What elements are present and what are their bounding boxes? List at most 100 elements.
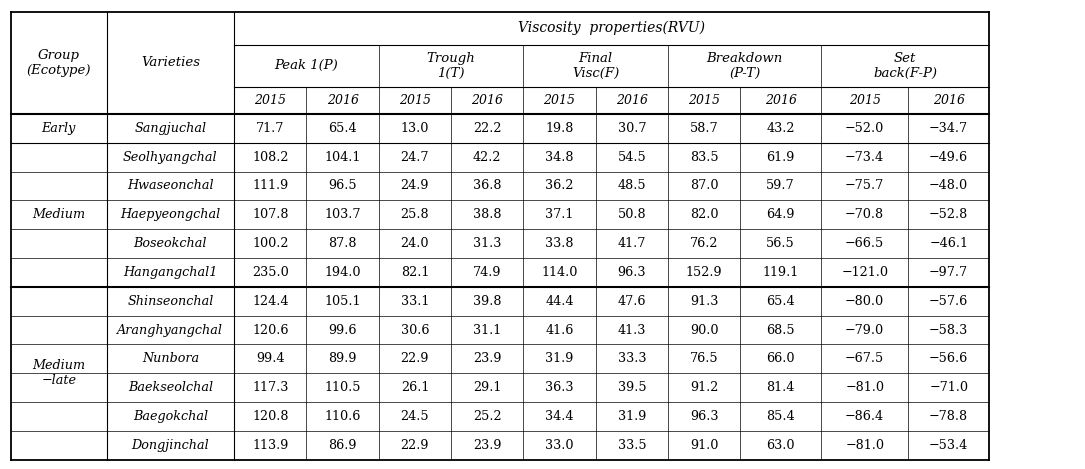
Text: 194.0: 194.0 bbox=[324, 266, 361, 279]
Text: 235.0: 235.0 bbox=[252, 266, 289, 279]
Text: 2015: 2015 bbox=[544, 94, 575, 107]
Text: 38.8: 38.8 bbox=[473, 208, 501, 221]
Text: −97.7: −97.7 bbox=[929, 266, 968, 279]
Text: Seolhyangchal: Seolhyangchal bbox=[123, 151, 218, 164]
Text: 29.1: 29.1 bbox=[473, 381, 501, 394]
Text: 114.0: 114.0 bbox=[541, 266, 577, 279]
Text: 33.3: 33.3 bbox=[617, 352, 646, 365]
Text: 2016: 2016 bbox=[327, 94, 359, 107]
Text: 96.5: 96.5 bbox=[329, 180, 357, 192]
Text: −52.8: −52.8 bbox=[929, 208, 968, 221]
Text: −58.3: −58.3 bbox=[929, 324, 968, 337]
Text: 31.1: 31.1 bbox=[473, 324, 501, 337]
Text: 31.9: 31.9 bbox=[546, 352, 574, 365]
Text: Set
back(F-P): Set back(F-P) bbox=[873, 52, 937, 80]
Text: Boseokchal: Boseokchal bbox=[133, 237, 207, 250]
Text: 24.9: 24.9 bbox=[400, 180, 430, 192]
Text: 108.2: 108.2 bbox=[252, 151, 289, 164]
Text: 24.0: 24.0 bbox=[400, 237, 430, 250]
Text: 19.8: 19.8 bbox=[546, 122, 574, 135]
Text: Varieties: Varieties bbox=[141, 56, 200, 69]
Text: 82.0: 82.0 bbox=[690, 208, 718, 221]
Text: 24.5: 24.5 bbox=[400, 410, 430, 423]
Text: 30.6: 30.6 bbox=[400, 324, 430, 337]
Text: 47.6: 47.6 bbox=[617, 295, 646, 308]
Text: Medium
−late: Medium −late bbox=[33, 359, 86, 387]
Text: 36.2: 36.2 bbox=[546, 180, 574, 192]
Text: 71.7: 71.7 bbox=[256, 122, 284, 135]
Text: 90.0: 90.0 bbox=[690, 324, 718, 337]
Text: 59.7: 59.7 bbox=[766, 180, 795, 192]
Text: 2015: 2015 bbox=[254, 94, 286, 107]
Text: −71.0: −71.0 bbox=[929, 381, 968, 394]
Text: 48.5: 48.5 bbox=[617, 180, 647, 192]
Text: 41.6: 41.6 bbox=[546, 324, 574, 337]
Text: −79.0: −79.0 bbox=[845, 324, 884, 337]
Text: Baegokchal: Baegokchal bbox=[132, 410, 208, 423]
Text: −81.0: −81.0 bbox=[845, 439, 884, 452]
Text: 81.4: 81.4 bbox=[766, 381, 795, 394]
Text: 22.9: 22.9 bbox=[400, 439, 430, 452]
Text: 63.0: 63.0 bbox=[766, 439, 795, 452]
Text: 2016: 2016 bbox=[765, 94, 796, 107]
Text: 56.5: 56.5 bbox=[766, 237, 795, 250]
Text: 36.3: 36.3 bbox=[546, 381, 574, 394]
Text: 33.0: 33.0 bbox=[546, 439, 574, 452]
Text: 22.9: 22.9 bbox=[400, 352, 430, 365]
Text: 91.2: 91.2 bbox=[690, 381, 718, 394]
Text: 39.5: 39.5 bbox=[617, 381, 647, 394]
Text: 105.1: 105.1 bbox=[324, 295, 361, 308]
Text: Baekseolchal: Baekseolchal bbox=[128, 381, 213, 394]
Text: 25.2: 25.2 bbox=[473, 410, 501, 423]
Text: 33.5: 33.5 bbox=[617, 439, 647, 452]
Text: 82.1: 82.1 bbox=[400, 266, 429, 279]
Text: 61.9: 61.9 bbox=[766, 151, 795, 164]
Text: 39.8: 39.8 bbox=[473, 295, 501, 308]
Text: −75.7: −75.7 bbox=[845, 180, 884, 192]
Text: 120.6: 120.6 bbox=[252, 324, 289, 337]
Text: 2016: 2016 bbox=[933, 94, 965, 107]
Text: 86.9: 86.9 bbox=[329, 439, 357, 452]
Text: 58.7: 58.7 bbox=[690, 122, 718, 135]
Text: 110.6: 110.6 bbox=[324, 410, 361, 423]
Text: Group
(Ecotype): Group (Ecotype) bbox=[26, 49, 91, 77]
Text: 103.7: 103.7 bbox=[324, 208, 361, 221]
Text: 107.8: 107.8 bbox=[252, 208, 289, 221]
Text: 2016: 2016 bbox=[616, 94, 648, 107]
Text: 41.7: 41.7 bbox=[617, 237, 646, 250]
Text: Nunbora: Nunbora bbox=[142, 352, 199, 365]
Text: 124.4: 124.4 bbox=[252, 295, 289, 308]
Text: −78.8: −78.8 bbox=[929, 410, 968, 423]
Text: 33.8: 33.8 bbox=[546, 237, 574, 250]
Text: 83.5: 83.5 bbox=[690, 151, 718, 164]
Text: 54.5: 54.5 bbox=[617, 151, 647, 164]
Text: 41.3: 41.3 bbox=[617, 324, 646, 337]
Text: 119.1: 119.1 bbox=[763, 266, 799, 279]
Text: 152.9: 152.9 bbox=[686, 266, 723, 279]
Text: Sangjuchal: Sangjuchal bbox=[135, 122, 206, 135]
Text: 104.1: 104.1 bbox=[324, 151, 361, 164]
Text: −52.0: −52.0 bbox=[845, 122, 884, 135]
Text: Early: Early bbox=[41, 122, 76, 135]
Text: −48.0: −48.0 bbox=[929, 180, 968, 192]
Text: Viscosity  properties(RVU): Viscosity properties(RVU) bbox=[519, 21, 705, 35]
Text: 113.9: 113.9 bbox=[252, 439, 289, 452]
Text: −81.0: −81.0 bbox=[845, 381, 884, 394]
Text: −34.7: −34.7 bbox=[929, 122, 968, 135]
Text: 91.0: 91.0 bbox=[690, 439, 718, 452]
Text: 99.6: 99.6 bbox=[329, 324, 357, 337]
Text: 13.0: 13.0 bbox=[400, 122, 429, 135]
Text: Final
Visc(F): Final Visc(F) bbox=[572, 52, 620, 80]
Text: −80.0: −80.0 bbox=[845, 295, 884, 308]
Text: 100.2: 100.2 bbox=[252, 237, 289, 250]
Text: 44.4: 44.4 bbox=[546, 295, 574, 308]
Text: 23.9: 23.9 bbox=[473, 352, 501, 365]
Text: 43.2: 43.2 bbox=[766, 122, 795, 135]
Text: −86.4: −86.4 bbox=[845, 410, 884, 423]
Text: 96.3: 96.3 bbox=[617, 266, 646, 279]
Text: −49.6: −49.6 bbox=[929, 151, 968, 164]
Text: 37.1: 37.1 bbox=[546, 208, 574, 221]
Text: Hangangchal1: Hangangchal1 bbox=[124, 266, 217, 279]
Text: Breakdown
(P-T): Breakdown (P-T) bbox=[706, 52, 782, 80]
Text: 117.3: 117.3 bbox=[252, 381, 289, 394]
